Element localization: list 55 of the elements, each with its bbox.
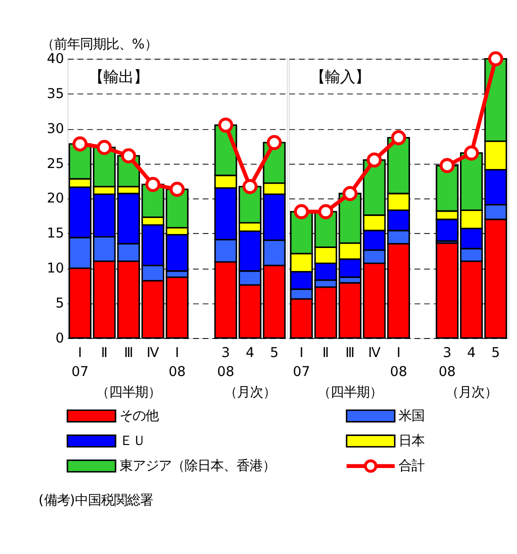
x-tick-label: Ⅳ [146,344,160,361]
text: （四半期） [318,384,383,401]
point [294,204,309,220]
point [72,136,88,152]
y-tick-label: 25 [46,156,64,172]
point [266,135,282,150]
x-tick-label: 5 [491,344,500,361]
legend-label: 合計 [398,458,425,474]
legend-label: 日本 [398,432,425,449]
text: （月次） [224,384,276,401]
point [218,118,234,133]
x-tick-label: Ⅰ 07 [71,344,89,380]
point [96,140,112,155]
text: 【輸入】 [310,68,370,86]
y-tick-label: 30 [46,120,64,137]
point [464,146,479,161]
y-tick-label: 0 [55,330,64,346]
y-tick-label: 5 [55,295,64,312]
x-tick-label: Ⅲ [345,344,355,361]
x-tick-label: Ⅰ 08 [168,344,186,380]
x-tick-label: Ⅲ [124,344,134,361]
point [342,186,358,202]
point [242,179,258,194]
point [440,158,455,174]
legend-label: ＥＵ [119,432,146,449]
x-tick-label: 5 [270,344,279,361]
x-tick-label: Ⅱ [322,344,330,361]
text: 【輸出】 [88,68,149,86]
x-tick-label: Ⅱ [100,344,108,361]
y-tick-label: 10 [46,260,64,277]
point [488,51,504,66]
x-tick-label: 4 [467,344,476,361]
y-tick-label: 35 [46,86,64,102]
legend-label: その他 [119,408,158,424]
text: （四半期） [96,384,162,401]
point [391,130,406,146]
point [170,182,185,197]
text: (備考)中国税関総署 [38,492,154,509]
x-tick-label: 4 [246,344,254,361]
point [366,152,382,168]
y-tick-label: 20 [46,190,64,207]
y-tick-label: 15 [46,226,64,242]
x-tick-label: Ⅰ 07 [292,344,310,380]
text: （月次） [445,384,498,401]
y-tick-label: 40 [46,51,64,68]
legend-label: 米国 [398,408,425,424]
x-tick-label: Ⅳ [368,344,382,361]
legend-label: 東アジア（除日本、香港） [119,458,276,474]
point [318,204,334,220]
x-tick-label: Ⅰ 08 [390,344,408,380]
point [121,148,136,164]
point [145,176,160,192]
x-tick-label: 3 08 [217,344,234,380]
x-tick-label: 3 08 [438,344,456,380]
y-axis-title: （前年同期比、%） [40,36,158,53]
